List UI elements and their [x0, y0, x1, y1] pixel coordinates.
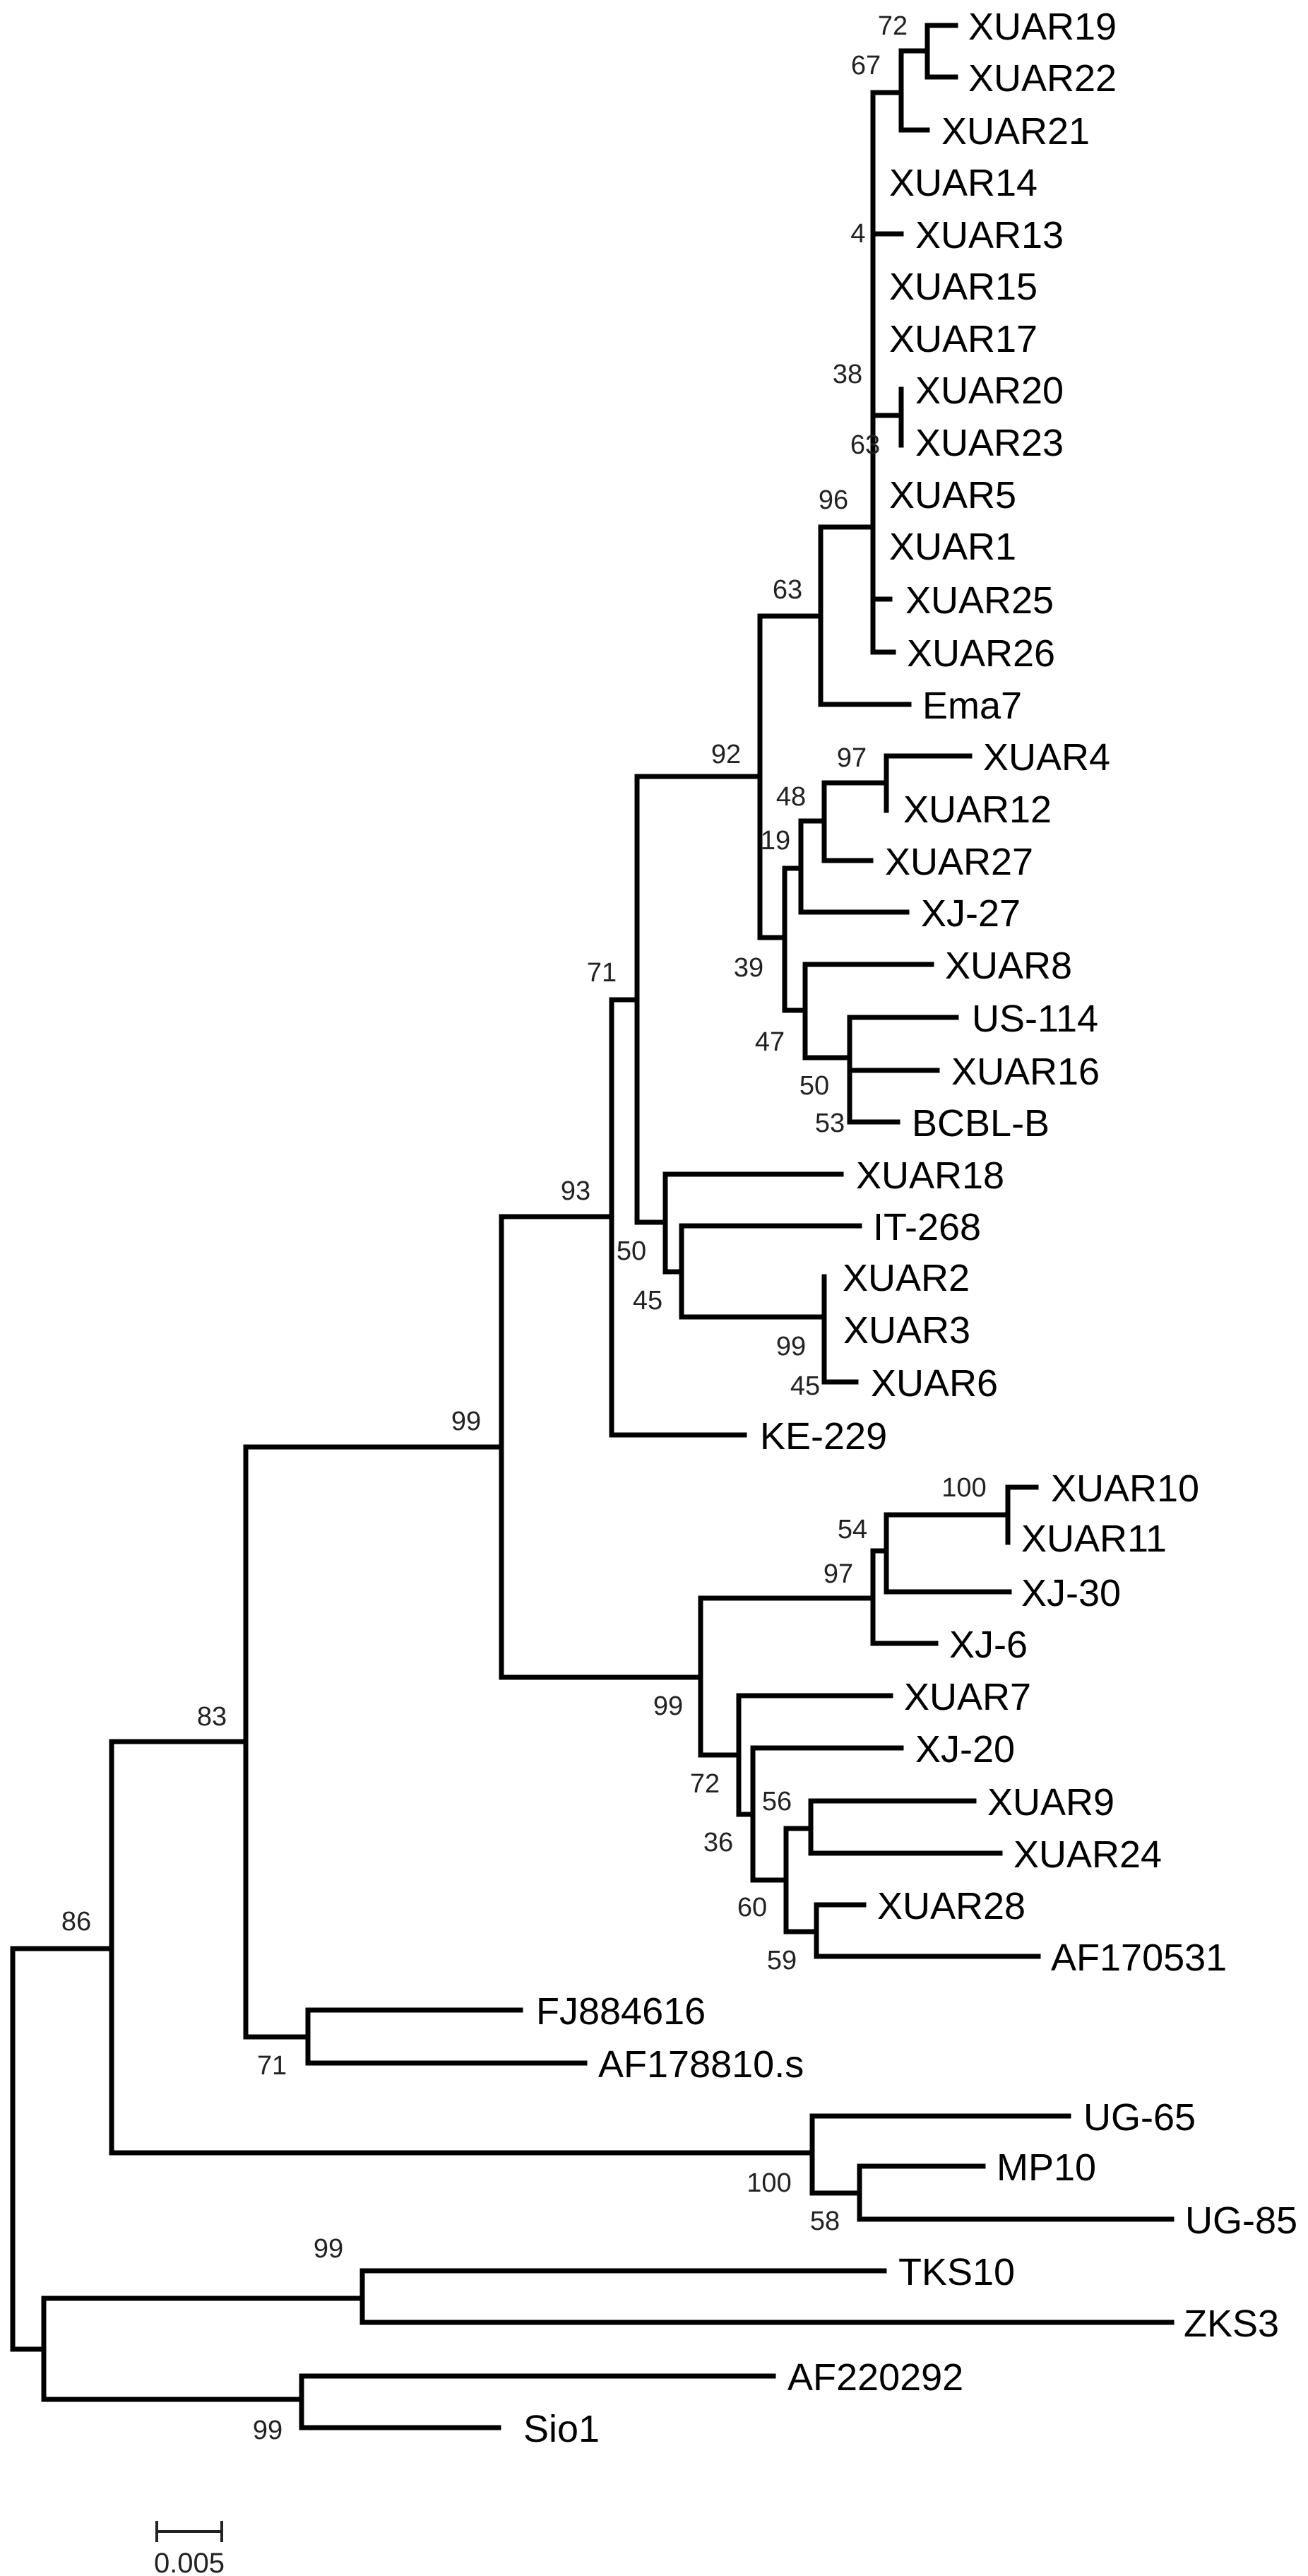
leaf-label: XUAR25	[905, 579, 1054, 622]
bootstrap-value: 59	[767, 1946, 797, 1975]
leaf-label: KE-229	[760, 1415, 887, 1458]
bootstrap-value: 72	[878, 11, 908, 41]
bootstrap-value: 71	[257, 2051, 287, 2081]
bootstrap-value: 83	[197, 1702, 227, 1732]
bootstrap-value: 45	[790, 1371, 820, 1401]
leaf-label: XUAR6	[871, 1362, 998, 1405]
bootstrap-value: 92	[711, 740, 741, 769]
bootstrap-value: 97	[824, 1559, 853, 1589]
bootstrap-value: 50	[617, 1236, 646, 1266]
leaf-label: XUAR7	[904, 1676, 1031, 1718]
bootstrap-value: 67	[851, 51, 881, 81]
bootstrap-value: 56	[762, 1787, 792, 1816]
leaf-label: IT-268	[873, 1206, 981, 1248]
bootstrap-value: 54	[838, 1515, 867, 1544]
leaf-label: XUAR21	[941, 110, 1090, 153]
leaf-label: AF170531	[1051, 1937, 1227, 1979]
leaf-label: ZKS3	[1184, 2303, 1279, 2345]
bootstrap-value: 86	[61, 1907, 91, 1937]
bootstrap-value: 63	[773, 575, 802, 605]
leaf-label: XUAR8	[945, 945, 1072, 987]
bootstrap-value: 60	[737, 1893, 767, 1922]
leaf-label: UG-85	[1185, 2199, 1297, 2242]
bootstrap-value: 100	[747, 2168, 791, 2198]
leaf-label: FJ884616	[536, 1990, 706, 2033]
leaf-labels: XUAR19XUAR22XUAR21XUAR14XUAR13XUAR15XUAR…	[523, 6, 1297, 2450]
bootstrap-value: 36	[703, 1828, 733, 1857]
leaf-label: TKS10	[898, 2251, 1015, 2293]
leaf-label: XUAR16	[951, 1051, 1100, 1093]
leaf-label: XUAR10	[1051, 1467, 1199, 1510]
bootstrap-value: 58	[810, 2206, 840, 2236]
leaf-label: XUAR9	[987, 1781, 1114, 1824]
scale-bar: 0.005	[154, 2521, 225, 2576]
leaf-label: XUAR23	[915, 422, 1064, 464]
bootstrap-value: 50	[799, 1071, 829, 1101]
leaf-label: US-114	[972, 998, 1098, 1040]
leaf-label: XJ-20	[915, 1728, 1015, 1771]
leaf-label: UG-65	[1083, 2096, 1196, 2139]
bootstrap-value: 99	[653, 1691, 683, 1721]
leaf-label: Sio1	[523, 2408, 600, 2450]
bootstrap-value: 38	[833, 360, 862, 389]
bootstrap-value: 72	[690, 1769, 720, 1799]
bootstrap-value: 19	[761, 826, 790, 856]
leaf-label: AF220292	[787, 2356, 963, 2399]
leaf-label: XUAR2	[843, 1257, 970, 1299]
leaf-label: XUAR12	[903, 788, 1052, 831]
leaf-label: XUAR4	[983, 736, 1110, 779]
branches	[10, 23, 1175, 2430]
bootstrap-value: 4	[850, 219, 865, 249]
leaf-label: XUAR15	[889, 266, 1038, 308]
leaf-label: XUAR22	[968, 57, 1117, 100]
leaf-label: Ema7	[922, 685, 1022, 727]
bootstrap-value: 97	[837, 743, 867, 773]
bootstrap-value: 39	[734, 953, 763, 983]
bootstrap-value: 99	[314, 2234, 343, 2264]
bootstrap-value: 99	[451, 1407, 481, 1436]
bootstrap-value: 48	[776, 782, 806, 812]
leaf-label: BCBL-B	[912, 1102, 1050, 1145]
scale-bar-label: 0.005	[154, 2548, 225, 2576]
leaf-label: XUAR28	[877, 1885, 1025, 1927]
leaf-label: XUAR18	[856, 1154, 1004, 1197]
leaf-label: XUAR3	[843, 1309, 970, 1352]
leaf-label: XUAR13	[915, 214, 1064, 256]
leaf-label: XUAR14	[889, 162, 1038, 204]
leaf-label: XJ-6	[949, 1624, 1028, 1666]
leaf-label: XUAR1	[889, 526, 1016, 568]
bootstrap-value: 71	[587, 958, 617, 988]
bootstrap-value: 45	[633, 1286, 662, 1316]
leaf-label: XJ-30	[1021, 1572, 1121, 1614]
leaf-label: XUAR24	[1013, 1833, 1162, 1876]
bootstrap-value: 99	[776, 1332, 806, 1361]
leaf-label: XUAR20	[915, 370, 1064, 412]
leaf-label: XUAR11	[1021, 1518, 1167, 1560]
leaf-label: XUAR27	[885, 841, 1033, 883]
leaf-label: AF178810.s	[598, 2043, 804, 2086]
leaf-label: XUAR19	[968, 6, 1117, 48]
leaf-label: XUAR26	[907, 632, 1055, 675]
bootstrap-value: 53	[815, 1109, 845, 1138]
leaf-label: XUAR5	[889, 474, 1016, 516]
leaf-label: XUAR17	[889, 318, 1038, 360]
leaf-label: XJ-27	[921, 892, 1021, 935]
bootstrap-value: 99	[253, 2416, 283, 2445]
bootstrap-value: 93	[561, 1176, 590, 1206]
bootstrap-value: 100	[941, 1473, 986, 1503]
leaf-label: MP10	[997, 2146, 1096, 2189]
bootstrap-value: 63	[850, 430, 880, 460]
bootstrap-value: 96	[819, 485, 848, 515]
bootstrap-value: 47	[755, 1027, 785, 1057]
